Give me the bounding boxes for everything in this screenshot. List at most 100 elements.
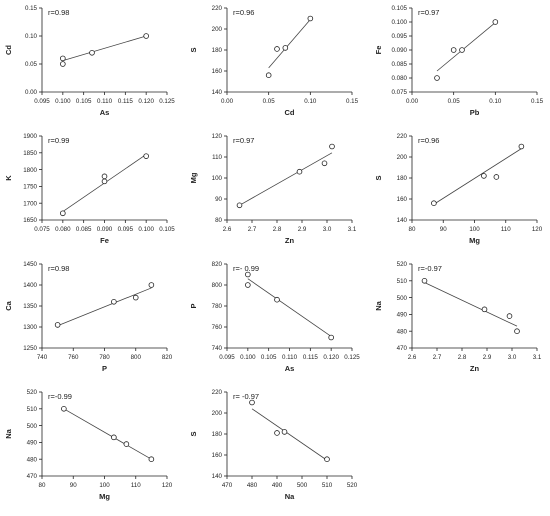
regression-line bbox=[63, 408, 152, 460]
y-axis-label: S bbox=[189, 431, 198, 436]
x-tick-label: 500 bbox=[297, 482, 308, 489]
y-tick-label: 1900 bbox=[23, 133, 37, 140]
data-point bbox=[514, 328, 520, 334]
chart-panel: 0.095 0.100 0.105 0.110 0.115 0.120 0.125 740 76… bbox=[189, 261, 360, 373]
x-tick-label: 0.085 bbox=[76, 226, 92, 233]
x-tick-label: 0.100 bbox=[240, 354, 256, 361]
x-tick-label: 110 bbox=[131, 482, 141, 489]
data-point bbox=[111, 298, 117, 305]
y-axis-label: Na bbox=[4, 428, 13, 438]
data-point bbox=[265, 72, 272, 78]
x-tick-label: 0.120 bbox=[323, 354, 339, 361]
y-tick-label: 90 bbox=[215, 196, 222, 203]
data-point bbox=[281, 429, 288, 435]
data-point bbox=[518, 143, 525, 150]
y-tick-label: 180 bbox=[397, 175, 408, 182]
data-point bbox=[434, 75, 440, 81]
y-tick-label: 160 bbox=[212, 452, 223, 459]
y-tick-label: 1650 bbox=[23, 217, 37, 224]
y-tick-label: 140 bbox=[397, 217, 408, 224]
y-tick-label: 140 bbox=[212, 473, 223, 480]
chart-panel: 0.095 0.100 0.105 0.110 0.115 0.120 0.125 0.00 0… bbox=[4, 5, 175, 117]
x-tick-label: 0.120 bbox=[138, 98, 154, 105]
x-axis-label: P bbox=[102, 364, 107, 373]
y-axis-label: Cd bbox=[4, 45, 13, 55]
y-tick-label: 1750 bbox=[23, 184, 37, 191]
y-tick-label: 0.095 bbox=[392, 33, 408, 40]
y-tick-label: 180 bbox=[212, 431, 223, 438]
data-point bbox=[296, 168, 303, 175]
regression-line bbox=[57, 287, 152, 327]
x-tick-label: 2.7 bbox=[248, 226, 257, 233]
x-tick-label: 2.6 bbox=[223, 226, 232, 233]
regression-line bbox=[239, 152, 333, 206]
x-tick-label: 0.10 bbox=[489, 98, 502, 105]
x-tick-label: 2.8 bbox=[458, 354, 467, 361]
y-tick-label: 520 bbox=[397, 261, 408, 268]
x-tick-label: 480 bbox=[247, 482, 258, 489]
y-tick-label: 760 bbox=[212, 324, 223, 331]
correlation-annotation: r=0.96 bbox=[233, 8, 254, 17]
y-axis-label: P bbox=[189, 303, 198, 308]
correlation-annotation: r= -0.97 bbox=[233, 392, 259, 401]
y-tick-label: 1300 bbox=[23, 324, 37, 331]
regression-line bbox=[433, 148, 522, 205]
data-point bbox=[493, 174, 500, 180]
data-point bbox=[481, 306, 488, 313]
x-axis-label: As bbox=[100, 108, 110, 117]
x-tick-label: 90 bbox=[440, 226, 447, 233]
y-tick-label: 160 bbox=[397, 196, 408, 203]
x-tick-label: 0.075 bbox=[34, 226, 50, 233]
data-point bbox=[148, 282, 155, 288]
y-axis-label: Fe bbox=[374, 46, 383, 55]
x-tick-label: 820 bbox=[162, 354, 173, 361]
x-tick-label: 800 bbox=[131, 354, 142, 361]
x-axis-label: Na bbox=[285, 492, 295, 501]
x-tick-label: 0.125 bbox=[344, 354, 360, 361]
x-tick-label: 0.05 bbox=[448, 98, 461, 105]
x-tick-label: 0.110 bbox=[282, 354, 298, 361]
data-point bbox=[111, 434, 117, 441]
x-tick-label: 0.095 bbox=[34, 98, 50, 105]
correlation-annotation: r=- 0.99 bbox=[233, 264, 259, 273]
y-tick-label: 180 bbox=[212, 47, 223, 54]
x-tick-label: 2.8 bbox=[273, 226, 282, 233]
data-point bbox=[101, 173, 108, 180]
x-axis-label: Fe bbox=[100, 236, 109, 245]
x-tick-label: 470 bbox=[222, 482, 233, 489]
data-point bbox=[143, 153, 149, 159]
chart-panel: 0.00 0.05 0.10 0.15 140 160 180 200 220 Cd Sr=0.96 bbox=[189, 5, 359, 117]
x-axis-label: Pb bbox=[470, 108, 480, 117]
x-tick-label: 0.095 bbox=[219, 354, 235, 361]
data-point bbox=[282, 45, 289, 51]
y-tick-label: 820 bbox=[212, 261, 223, 268]
x-tick-label: 0.00 bbox=[221, 98, 234, 105]
data-point bbox=[61, 405, 67, 412]
y-axis-label: Ca bbox=[4, 300, 13, 310]
chart-panel: 80 90 100 110 120 470 480 490 500 510 520 Mg Na r=-0.… bbox=[4, 389, 173, 501]
y-axis-label: S bbox=[374, 175, 383, 180]
y-tick-label: 110 bbox=[212, 154, 222, 161]
chart-panel: 2.6 2.7 2.8 2.9 3.0 3.1 470 480 490 500 510 520 Zn Na… bbox=[374, 261, 542, 373]
chart-panel: 0.00 0.05 0.10 0.15 0.075 0.080 0.085 0.090 0.09… bbox=[374, 5, 544, 117]
x-tick-label: 760 bbox=[68, 354, 79, 361]
x-tick-label: 3.1 bbox=[348, 226, 357, 233]
y-tick-label: 500 bbox=[397, 295, 408, 302]
data-point bbox=[274, 430, 280, 436]
correlation-annotation: r=0.96 bbox=[418, 136, 439, 145]
x-tick-label: 0.125 bbox=[159, 98, 175, 105]
y-tick-label: 470 bbox=[397, 345, 408, 352]
chart-panel: 0.075 0.080 0.085 0.090 0.095 0.100 0.105 1650 1… bbox=[4, 133, 175, 245]
x-axis-label: Mg bbox=[99, 492, 110, 501]
data-point bbox=[421, 277, 428, 284]
correlation-annotation: r=0.99 bbox=[48, 136, 69, 145]
chart-panel: 740 760 780 800 820 1250 1300 1350 1400 1450 P Ca r=… bbox=[4, 261, 173, 373]
x-tick-label: 0.090 bbox=[97, 226, 113, 233]
y-tick-label: 200 bbox=[212, 410, 223, 417]
chart-panel: 80 90 100 110 120 140 160 180 200 220 Mg Sr=0.96 bbox=[374, 133, 543, 245]
regression-line bbox=[251, 408, 328, 461]
correlation-annotation: r=0.97 bbox=[418, 8, 439, 17]
x-tick-label: 110 bbox=[501, 226, 511, 233]
data-point bbox=[274, 46, 280, 52]
correlation-annotation: r=-0.99 bbox=[48, 392, 72, 401]
